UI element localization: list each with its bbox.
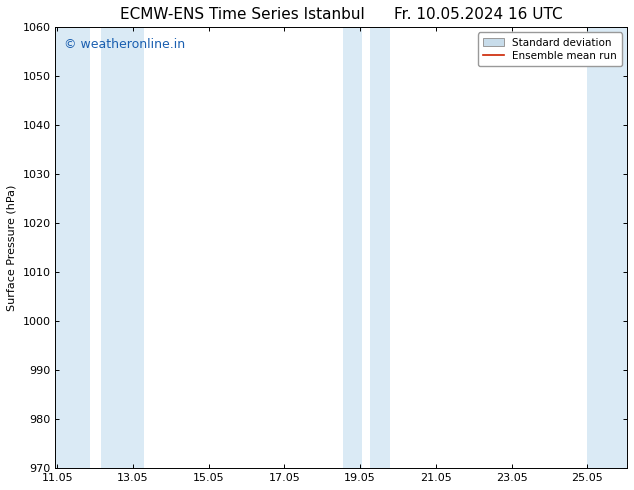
Bar bbox=[101, 27, 145, 468]
Legend: Standard deviation, Ensemble mean run: Standard deviation, Ensemble mean run bbox=[477, 32, 622, 66]
Bar bbox=[56, 27, 89, 468]
Y-axis label: Surface Pressure (hPa): Surface Pressure (hPa) bbox=[7, 185, 17, 311]
Bar bbox=[587, 27, 627, 468]
Text: © weatheronline.in: © weatheronline.in bbox=[64, 38, 185, 51]
Bar bbox=[343, 27, 362, 468]
Title: ECMW-ENS Time Series Istanbul      Fr. 10.05.2024 16 UTC: ECMW-ENS Time Series Istanbul Fr. 10.05.… bbox=[120, 7, 562, 22]
Bar bbox=[370, 27, 391, 468]
